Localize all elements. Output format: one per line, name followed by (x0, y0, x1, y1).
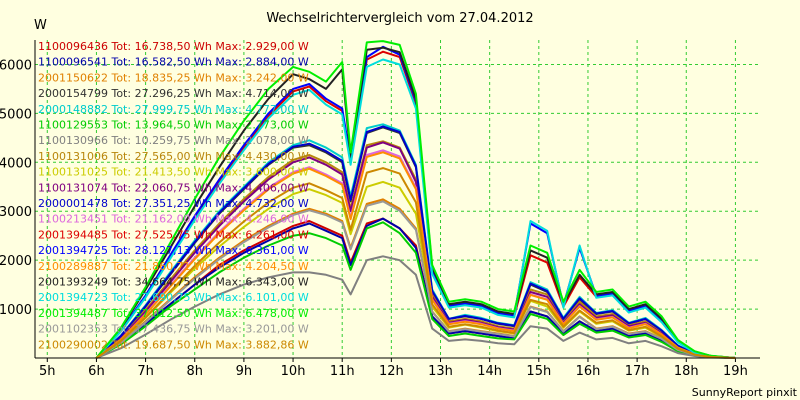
legend-entry: 2000148882 Tot: 27.999,75 Wh Max: 4.777,… (38, 103, 309, 116)
legend-entry: 1100131074 Tot: 22.060,75 Wh Max: 4.406,… (38, 181, 309, 194)
legend-entry: 2000154799 Tot: 27.296,25 Wh Max: 4.714,… (38, 87, 309, 100)
y-tick-label: 5000 (0, 107, 32, 122)
x-tick-label: 7h (137, 364, 154, 379)
series-line (95, 40, 736, 359)
series-line (95, 167, 736, 359)
plot-background (35, 40, 760, 358)
legend-entry: 2001394725 Tot: 28.127,13 Wh Max: 6.361,… (38, 244, 309, 257)
series-line (95, 125, 736, 359)
x-tick-label: 16h (576, 364, 601, 379)
legend-entry: 2001102353 Tot: 17.436,75 Wh Max: 3.201,… (38, 323, 309, 336)
legend-entry: 1100131025 Tot: 21.413,50 Wh Max: 3.600,… (38, 166, 309, 179)
legend: 1100096436 Tot: 16.738,50 Wh Max: 2.929,… (38, 40, 309, 351)
legend-entry: 1100130966 Tot: 10.259,75 Wh Max: 2.078,… (38, 134, 309, 147)
y-tick-label: 4000 (0, 156, 32, 171)
y-tick-label: 3000 (0, 205, 32, 220)
x-tick-label: 17h (625, 364, 650, 379)
legend-entry: 2100289887 Tot: 21.860,71 Wh Max: 4.204,… (38, 260, 309, 273)
legend-entry: 2000001478 Tot: 27.351,25 Wh Max: 4.732,… (38, 197, 309, 210)
series-line (95, 45, 736, 359)
legend-entry: 1100129553 Tot: 13.964,50 Wh Max: 2.773,… (38, 119, 309, 132)
legend-entry: 2001150622 Tot: 18.835,25 Wh Max: 3.242,… (38, 71, 309, 84)
legend-entry: 2001394485 Tot: 27.525,75 Wh Max: 6.261,… (38, 228, 309, 241)
x-tick-label: 12h (379, 364, 404, 379)
y-tick-label: 1000 (0, 303, 32, 318)
legend-entry: 1100096541 Tot: 16.582,50 Wh Max: 2.884,… (38, 56, 309, 69)
x-tick-label: 13h (428, 364, 453, 379)
series-line (95, 46, 736, 359)
legend-entry: 1100131006 Tot: 27.565,00 Wh Max: 4.430,… (38, 150, 309, 163)
series-line (95, 151, 736, 359)
footer-credit: SunnyReport pinxit (692, 386, 798, 399)
chart-title: Wechselrichtervergleich vom 27.04.2012 (266, 11, 533, 26)
series-line (95, 140, 736, 359)
legend-entry: 2001394723 Tot: 27.690,75 Wh Max: 6.101,… (38, 291, 309, 304)
series-line (95, 217, 736, 359)
legend-entry: 2001394487 Tot: 37.012,50 Wh Max: 6.478,… (38, 307, 309, 320)
x-tick-label: 5h (39, 364, 56, 379)
legend-entry: 2100290002 Tot: 19.687,50 Wh Max: 3.882,… (38, 338, 309, 351)
x-tick-label: 10h (281, 364, 306, 379)
y-tick-label: 2000 (0, 254, 32, 269)
x-tick-label: 18h (674, 364, 699, 379)
x-tick-label: 6h (88, 364, 105, 379)
legend-entry: 2001393249 Tot: 34.664,75 Wh Max: 6.343,… (38, 276, 309, 289)
x-tick-label: 11h (330, 364, 355, 379)
legend-entry: 1100096436 Tot: 16.738,50 Wh Max: 2.929,… (38, 40, 309, 53)
series-line (95, 221, 736, 359)
x-tick-label: 14h (477, 364, 502, 379)
legend-entry: 1100213451 Tot: 21.162,00 Wh Max: 4.246,… (38, 213, 309, 226)
x-tick-label: 9h (236, 364, 253, 379)
x-tick-label: 19h (723, 364, 748, 379)
series-line (95, 58, 736, 359)
plot-area: 5h 6h 7h 8h 9h 10h 11h 12h 13h 14h 15h 16h 17h 18h 19h… (0, 40, 760, 379)
series-line (96, 255, 736, 359)
y-axis-unit-label: W (34, 18, 47, 33)
series-line (95, 200, 736, 359)
y-tick-label: 6000 (0, 58, 32, 73)
x-tick-label: 15h (526, 364, 551, 379)
x-tick-label: 8h (186, 364, 203, 379)
